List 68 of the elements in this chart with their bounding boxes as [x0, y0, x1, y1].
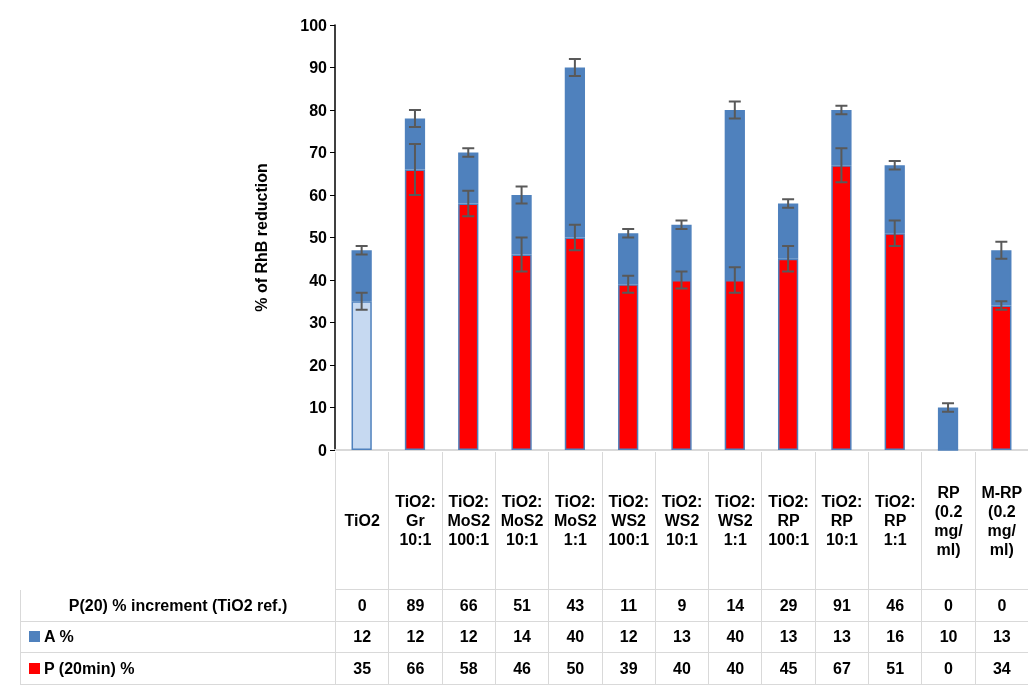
data-label: 12 [441, 621, 495, 653]
text: 0 [921, 590, 975, 622]
data-label: 12 [335, 621, 389, 653]
data-label: 12 [601, 621, 655, 653]
data-label: 40 [548, 621, 602, 653]
text: 51 [494, 590, 549, 622]
data-label: 13 [974, 621, 1028, 653]
data-label: 13 [654, 621, 709, 653]
y-tick-label: 0 [318, 441, 328, 459]
x-tick-label: TiO2: RP 1:1 [868, 452, 922, 590]
y-axis-title: % of RhB reduction [252, 163, 270, 312]
data-label: 34 [974, 653, 1028, 685]
data-label: 14 [494, 621, 549, 653]
data-label: 40 [708, 653, 762, 685]
data-label: 45 [761, 653, 815, 685]
y-tick-label: 30 [309, 314, 328, 331]
x-tick-label: M-RP (0.2 mg/ ml) [974, 452, 1028, 590]
x-tick-label: TiO2: WS2 1:1 [708, 452, 762, 590]
data-label: 58 [441, 653, 495, 685]
text: 66 [441, 590, 495, 622]
x-tick-label: TiO2: WS2 100:1 [601, 452, 655, 590]
y-tick-label: 10 [309, 399, 328, 416]
text: 0 [974, 590, 1028, 622]
legend-label: P (20min) % [20, 653, 335, 685]
data-label: 12 [388, 621, 442, 653]
x-tick-label: TiO2: MoS2 100:1 [441, 452, 495, 590]
x-tick-label: TiO2: MoS2 1:1 [548, 452, 602, 590]
x-tick-label: TiO2: MoS2 10:1 [494, 452, 549, 590]
data-label: 50 [548, 653, 602, 685]
x-tick-label: RP (0.2 mg/ ml) [921, 452, 975, 590]
y-tick-label: 20 [309, 356, 328, 374]
text: 14 [708, 590, 762, 622]
x-tick-label: TiO2: RP 100:1 [761, 452, 815, 590]
data-label: 40 [708, 621, 762, 653]
data-label: 67 [814, 653, 869, 685]
data-label: 51 [868, 653, 922, 685]
data-label: 35 [335, 653, 389, 685]
data-label: 13 [761, 621, 815, 653]
y-tick-label: 40 [309, 271, 328, 289]
text: 89 [388, 590, 442, 622]
text: 46 [868, 590, 922, 622]
y-tick-label: 90 [309, 59, 328, 76]
text: 43 [548, 590, 602, 622]
text: 0 [335, 590, 389, 622]
x-tick-label: TiO2: WS2 10:1 [654, 452, 709, 590]
x-tick-label: TiO2 [335, 452, 389, 590]
y-tick-label: 80 [309, 101, 328, 119]
data-label: 39 [601, 653, 655, 685]
data-label: 13 [814, 621, 869, 653]
x-tick-label: TiO2: RP 10:1 [814, 452, 869, 590]
y-tick-label: 100 [300, 16, 328, 34]
y-tick-label: 50 [309, 229, 328, 246]
legend-label: A % [20, 621, 335, 653]
data-label: 0 [921, 653, 975, 685]
text: 29 [761, 590, 815, 622]
bar [937, 407, 959, 450]
data-label: 40 [654, 653, 709, 685]
data-label: 66 [388, 653, 442, 685]
data-label: 16 [868, 621, 922, 653]
text: 91 [814, 590, 869, 622]
text: 9 [654, 590, 709, 622]
data-label: 46 [494, 653, 549, 685]
y-tick-label: 60 [309, 186, 328, 204]
y-tick-label: 70 [309, 144, 328, 161]
data-label: 10 [921, 621, 975, 653]
x-tick-label: TiO2: Gr 10:1 [388, 452, 442, 590]
text: P(20) % increment (TiO2 ref.) [20, 590, 335, 622]
text: 11 [601, 590, 655, 622]
